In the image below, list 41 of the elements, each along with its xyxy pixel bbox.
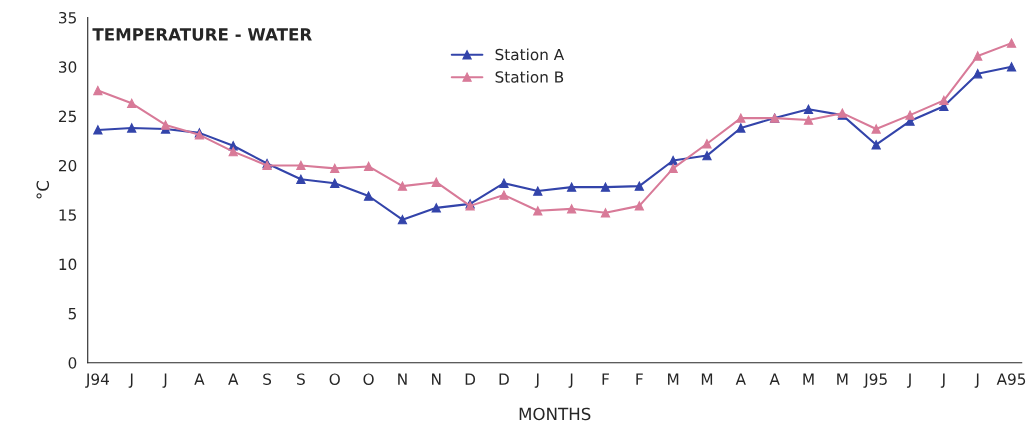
x-tick-label: O: [329, 373, 340, 385]
x-tick-label: A: [194, 373, 205, 385]
x-tick-label: S: [263, 373, 272, 385]
text: TEMPERATURE - WATER: [92, 28, 312, 41]
x-tick-label: M: [803, 373, 814, 385]
x-tick-label: O: [363, 373, 374, 385]
legend-label: Station A: [495, 48, 565, 61]
x-tick-label: A95: [996, 373, 1026, 385]
x-tick-label: A: [735, 373, 746, 385]
x-tick-label: M: [701, 373, 713, 385]
x-tick-label: J: [534, 373, 539, 388]
x-tick-label: A: [228, 373, 239, 385]
x-tick-label: J94: [85, 373, 109, 388]
x-tick-label: D: [465, 373, 476, 385]
y-axis-title: °C: [36, 181, 50, 199]
x-tick-label: J95: [863, 373, 887, 388]
x-tick-label: M: [837, 373, 848, 385]
y-tick-label: 15: [59, 209, 76, 221]
x-tick-label: F: [602, 373, 609, 385]
x-tick-label: N: [398, 373, 407, 385]
x-tick-label: A: [769, 373, 780, 385]
x-tick-label: J: [974, 373, 979, 388]
y-tick-label: 35: [59, 11, 76, 24]
x-tick-label: J: [940, 373, 945, 388]
x-tick-label: S: [297, 373, 305, 385]
x-tick-label: M: [668, 373, 679, 385]
y-tick-label: 5: [68, 308, 76, 320]
y-tick-label: 25: [58, 110, 76, 123]
x-tick-label: J: [128, 373, 133, 388]
y-tick-label: 0: [68, 357, 77, 369]
x-tick-label: F: [636, 373, 643, 385]
y-tick-label: 20: [58, 159, 77, 172]
y-tick-label: 10: [59, 258, 77, 271]
y-tick-label: 30: [59, 61, 77, 73]
legend-label: Station B: [495, 70, 564, 83]
x-tick-label: J: [162, 373, 167, 388]
x-axis-title: MONTHS: [519, 407, 591, 421]
x-tick-label: J: [906, 373, 911, 388]
x-tick-label: D: [499, 373, 509, 385]
x-tick-label: J: [568, 373, 573, 388]
x-tick-label: N: [432, 373, 441, 385]
